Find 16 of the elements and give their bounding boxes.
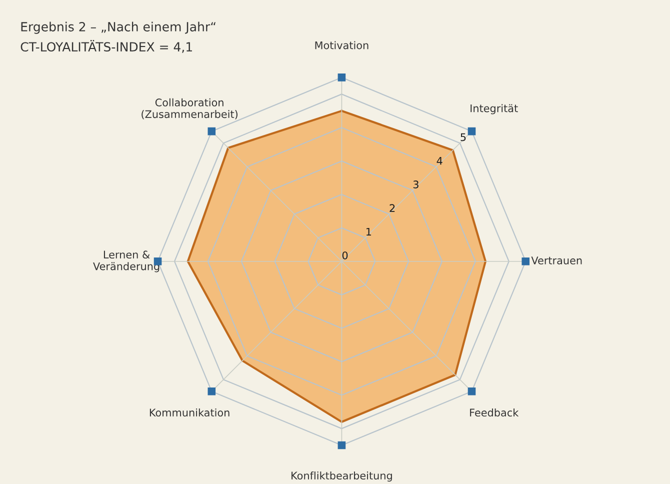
y-tick-label: 4 [436,157,442,165]
y-tick-label: 3 [413,180,418,188]
spoke-label: Motivation [315,41,368,50]
y-tick-label: 1 [366,228,372,236]
chart-subtitle: CT-LOYALITÄTS-INDEX = 4,1 [20,40,192,53]
spoke-label: Lernen & Veränderung [93,250,160,272]
y-tick-label: 5 [460,133,466,142]
y-tick-label: 2 [390,204,395,212]
spoke-label: Collaboration (Zusammenarbeit) [142,98,238,120]
chart-title: Ergebnis 2 – „Nach einem Jahr“ [21,22,216,34]
spoke-label: Feedback [470,408,519,417]
spoke-label: Integrität [470,104,518,114]
spoke-label: Kommunikation [150,408,230,417]
spoke-label: Vertrauen [531,256,582,264]
spoke-label: Konfliktbearbeitung [292,471,392,482]
y-tick-label: 0 [342,251,348,260]
